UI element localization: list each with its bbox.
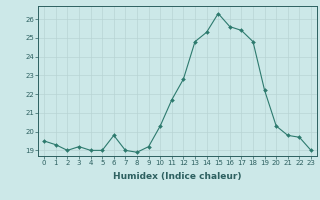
X-axis label: Humidex (Indice chaleur): Humidex (Indice chaleur) — [113, 172, 242, 181]
